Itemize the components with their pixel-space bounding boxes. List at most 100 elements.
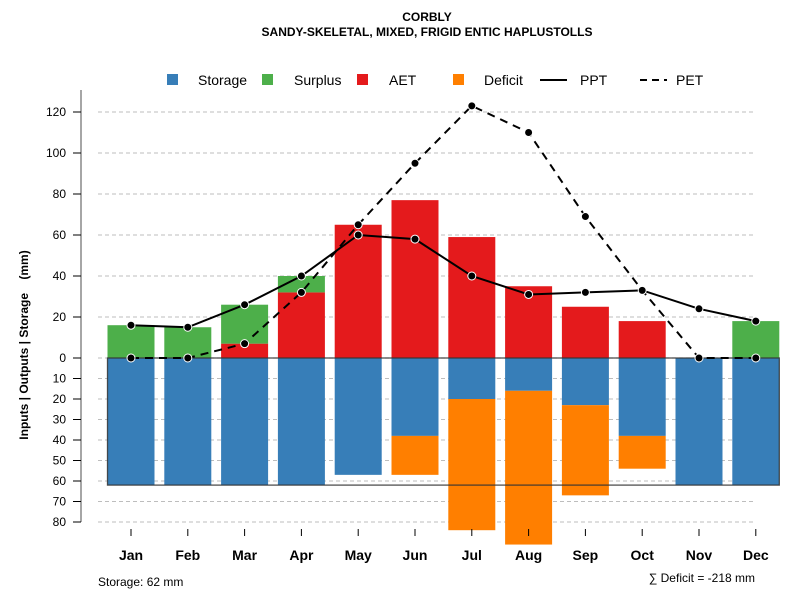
deficit-bar <box>561 405 609 496</box>
storage-capacity-outline <box>106 357 780 486</box>
deficit-sum-annotation: ∑ Deficit = -218 mm <box>649 571 755 585</box>
pet-point <box>467 101 477 111</box>
pet-point <box>580 212 590 222</box>
storage-bar <box>107 358 155 486</box>
surplus-bar <box>164 327 212 358</box>
surplus-bar <box>107 325 155 358</box>
pet-point <box>296 287 306 297</box>
y-axis-ticks: 0 20 40 60 80 100 120 10 20 30 40 50 60 70 80 <box>46 105 81 529</box>
x-tick-label-nov: Nov <box>686 547 713 563</box>
storage-bar <box>448 358 496 399</box>
x-tick-label-jan: Jan <box>119 547 143 563</box>
ppt-point <box>410 234 420 244</box>
pet-point <box>751 353 761 363</box>
storage-bar <box>675 358 723 486</box>
legend: Storage Surplus AET Deficit PPT PET <box>167 72 704 88</box>
ppt-line <box>130 233 757 329</box>
pet-line <box>131 104 756 359</box>
surplus-bar <box>732 321 780 358</box>
legend-swatch-surplus <box>262 74 273 85</box>
aet-bar <box>618 321 666 358</box>
legend-label-storage: Storage <box>198 72 247 88</box>
y-tick-label: 80 <box>53 187 67 201</box>
x-tick-label-jun: Jun <box>403 547 428 563</box>
ppt-point <box>694 304 704 314</box>
deficit-bar <box>391 435 439 475</box>
x-tick-label-mar: Mar <box>232 547 257 563</box>
y-tick-label: 40 <box>53 433 67 447</box>
legend-swatch-aet <box>357 74 368 85</box>
pet-point <box>410 158 420 168</box>
legend-label-surplus: Surplus <box>294 72 341 88</box>
x-tick-label-aug: Aug <box>515 547 542 563</box>
storage-annotation: Storage: 62 mm <box>98 575 183 589</box>
x-tick-label-apr: Apr <box>289 547 314 563</box>
aet-bar <box>277 292 325 358</box>
y-tick-label: 50 <box>53 454 67 468</box>
y-tick-label: 70 <box>53 495 67 509</box>
deficit-bar <box>448 399 496 531</box>
aet-bar <box>391 200 439 358</box>
storage-bar <box>277 358 325 486</box>
storage-bar <box>732 358 780 486</box>
legend-swatch-storage <box>167 74 178 85</box>
lines <box>126 101 761 363</box>
storage-bar <box>334 358 382 475</box>
y-tick-label: 20 <box>53 392 67 406</box>
y-tick-label: 20 <box>53 310 67 324</box>
legend-label-deficit: Deficit <box>484 72 523 88</box>
x-tick-label-dec: Dec <box>743 547 769 563</box>
x-axis-ticks: Jan Feb Mar Apr May Jun Jul Aug Sep Oct Nov Dec <box>119 529 769 563</box>
storage-bar <box>505 358 553 391</box>
y-axis-label: Inputs | Outputs | Storage (mm) <box>17 250 31 439</box>
storage-bar <box>561 358 609 406</box>
pet-point <box>694 353 704 363</box>
storage-bar <box>618 358 666 436</box>
y-tick-label: 100 <box>46 146 66 160</box>
ppt-point <box>240 300 250 310</box>
y-tick-label: 60 <box>53 474 67 488</box>
y-tick-label: 0 <box>59 351 66 365</box>
ppt-point <box>580 287 590 297</box>
pet-point <box>240 339 250 349</box>
y-tick-label: 60 <box>53 228 67 242</box>
y-tick-label: 80 <box>53 515 67 529</box>
storage-bar <box>221 358 269 486</box>
ppt-point <box>353 230 363 240</box>
chart-subtitle: SANDY-SKELETAL, MIXED, FRIGID ENTIC HAPL… <box>262 25 593 39</box>
ppt-point <box>126 320 136 330</box>
ppt-point <box>296 271 306 281</box>
y-tick-label: 120 <box>46 105 66 119</box>
pet-point <box>183 353 193 363</box>
storage-capacity-box <box>106 357 780 486</box>
legend-label-aet: AET <box>389 72 417 88</box>
deficit-bar <box>505 390 553 545</box>
x-tick-label-jul: Jul <box>462 547 482 563</box>
bars <box>107 200 780 545</box>
aet-bar <box>561 306 609 358</box>
deficit-bar <box>618 435 666 469</box>
x-tick-label-may: May <box>345 547 372 563</box>
y-tick-label: 40 <box>53 269 67 283</box>
aet-bar <box>448 237 496 358</box>
pet-point <box>524 128 534 137</box>
surplus-bar <box>277 276 325 293</box>
y-tick-label: 30 <box>53 413 67 427</box>
pet-point <box>353 220 363 230</box>
ppt-point <box>637 285 647 295</box>
x-tick-label-feb: Feb <box>175 547 200 563</box>
chart-title: CORBLY <box>402 10 452 24</box>
ppt-point <box>751 316 761 326</box>
ppt-point <box>524 289 534 299</box>
x-tick-label-sep: Sep <box>573 547 599 563</box>
ppt-point <box>183 322 193 332</box>
storage-bar <box>164 358 212 486</box>
storage-bar <box>391 358 439 436</box>
legend-swatch-deficit <box>453 74 464 85</box>
x-tick-label-oct: Oct <box>631 547 655 563</box>
legend-label-pet: PET <box>676 72 704 88</box>
ppt-point <box>467 271 477 281</box>
legend-label-ppt: PPT <box>580 72 608 88</box>
pet-point <box>126 353 136 363</box>
